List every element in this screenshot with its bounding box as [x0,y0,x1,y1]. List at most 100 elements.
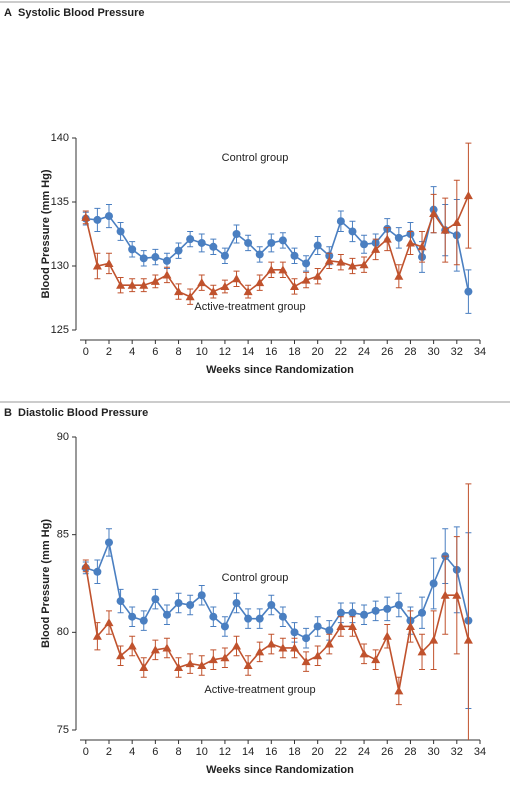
marker [150,645,160,654]
marker [360,240,369,249]
marker [267,238,276,247]
marker [243,661,253,670]
marker [266,639,276,648]
marker [371,655,381,664]
marker [417,647,427,656]
x-tick-label: 6 [152,746,158,758]
marker [266,265,276,274]
marker [313,651,323,660]
annotation: Control group [222,572,289,584]
marker [209,612,218,621]
marker [127,641,137,650]
x-tick-label: 26 [381,746,393,758]
x-tick-label: 34 [474,746,486,758]
marker [162,270,172,279]
marker [220,251,229,260]
x-tick-label: 8 [175,346,181,358]
marker [336,257,346,266]
x-tick-label: 34 [474,346,486,358]
x-axis-label: Weeks since Randomization [206,764,354,776]
x-tick-label: 30 [427,746,439,758]
x-tick-label: 28 [404,746,416,758]
marker [81,212,91,221]
marker [302,634,311,643]
marker [174,287,184,296]
marker [313,622,322,631]
annotation: Control group [222,152,289,164]
marker [244,238,253,247]
x-tick-label: 22 [335,346,347,358]
marker [116,651,126,660]
marker [290,628,299,637]
y-tick-label: 85 [57,529,69,541]
marker [313,241,322,250]
marker [93,567,102,576]
marker [197,591,206,600]
x-tick-label: 0 [83,346,89,358]
y-tick-label: 90 [57,431,69,443]
marker [151,253,160,262]
marker [302,259,311,268]
x-tick-label: 30 [427,346,439,358]
marker [209,242,218,251]
marker [348,227,357,236]
marker [405,621,415,630]
x-tick-label: 26 [381,346,393,358]
marker [104,258,114,267]
marker [116,597,125,606]
annotation: Active-treatment group [204,684,315,696]
marker [232,599,241,608]
series-line [85,195,470,298]
marker [151,595,160,604]
x-axis-label: Weeks since Randomization [206,364,354,376]
marker [289,643,299,652]
x-tick-label: 22 [335,746,347,758]
marker [278,265,288,274]
marker [128,612,137,621]
marker [92,261,102,270]
marker [197,661,207,670]
marker [116,280,126,289]
marker [104,212,113,221]
marker [220,281,230,290]
y-tick-label: 135 [51,196,69,208]
panel-letter: A [4,7,12,19]
marker [162,643,172,652]
x-tick-label: 4 [129,746,135,758]
marker [440,590,450,599]
x-tick-label: 12 [219,746,231,758]
marker [325,626,334,635]
marker [93,215,102,224]
marker [336,608,345,617]
marker [278,236,287,245]
marker [301,275,311,284]
marker [150,276,160,285]
marker [440,225,450,234]
x-tick-label: 14 [242,746,254,758]
marker [301,657,311,666]
marker [464,287,473,296]
x-tick-label: 12 [219,346,231,358]
marker [185,659,195,668]
marker [139,254,148,263]
marker [244,614,253,623]
marker [255,250,264,259]
marker [359,649,369,658]
y-axis-label: Blood Pressure (mm Hg) [40,519,52,648]
marker [278,643,288,652]
panel-letter: B [4,407,12,419]
marker [116,227,125,236]
marker [429,635,439,644]
marker [255,647,265,656]
x-tick-label: 32 [451,746,463,758]
y-tick-label: 140 [51,132,69,144]
marker [463,635,473,644]
marker [360,610,369,619]
marker [289,281,299,290]
marker [208,287,218,296]
x-tick-label: 14 [242,346,254,358]
x-tick-label: 8 [175,746,181,758]
marker [429,579,438,588]
x-tick-label: 24 [358,746,370,758]
marker [243,287,253,296]
